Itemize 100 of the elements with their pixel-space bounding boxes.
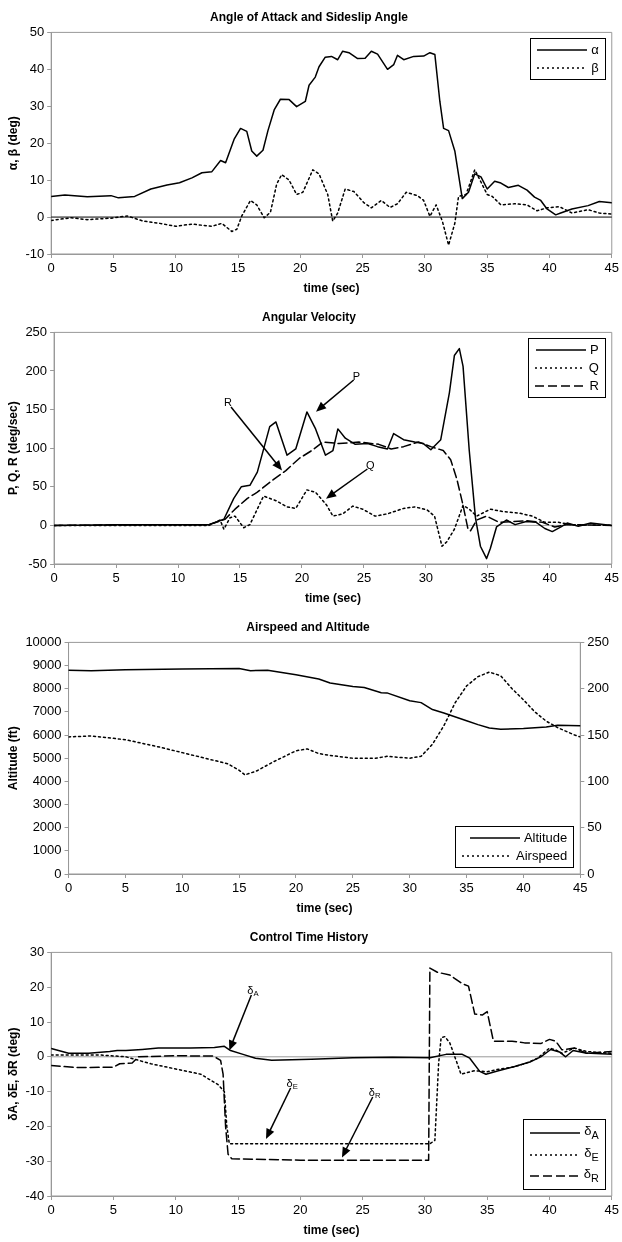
y-tick-label: 20 <box>29 978 45 994</box>
x-tick-label: 40 <box>516 880 531 896</box>
legend-label: δ$_{A}$ <box>584 1122 599 1143</box>
x-tick-label: 40 <box>542 570 558 586</box>
y-tick-label: -30 <box>25 1152 45 1168</box>
x-tick-label: 10 <box>168 1202 183 1218</box>
y-tick-label: 250 <box>25 323 48 339</box>
x-tick-label: 25 <box>355 260 370 276</box>
y-tick-label: 10 <box>29 1013 45 1029</box>
x-tick-label: 35 <box>459 880 474 896</box>
x-tick-label: 30 <box>418 570 434 586</box>
legend-label: δ$_{R}$ <box>583 1165 599 1186</box>
y-tick-label: 50 <box>29 23 45 39</box>
x-tick-label: 5 <box>109 1202 118 1218</box>
y-tick-label: -10 <box>25 1083 45 1099</box>
y2-tick-label: 50 <box>587 819 602 835</box>
y-tick-label: -10 <box>25 245 45 261</box>
x-tick-label: 35 <box>479 1202 495 1218</box>
y-tick-label: 1000 <box>32 842 62 858</box>
y-tick-label: -50 <box>28 555 48 571</box>
y-tick-label: 40 <box>29 60 45 76</box>
x-tick-label: 30 <box>417 260 433 276</box>
x-axis-title: time (sec) <box>303 1223 360 1238</box>
x-tick-label: 20 <box>294 570 310 586</box>
y-tick-label: 30 <box>29 943 45 959</box>
x-tick-label: 5 <box>112 570 120 586</box>
y2-tick-label: 100 <box>587 772 610 788</box>
y-tick-label: 6000 <box>32 726 62 742</box>
chart-title: Angle of Attack and Sideslip Angle <box>210 9 409 24</box>
y-tick-label: 20 <box>29 134 45 150</box>
legend-label: Q <box>588 359 599 378</box>
x-tick-label: 20 <box>288 880 304 896</box>
legend-label: R <box>589 377 599 396</box>
y-tick-label: 0 <box>54 865 62 881</box>
x-tick-label: 15 <box>231 880 247 896</box>
y-tick-label: 8000 <box>32 680 62 696</box>
x-tick-label: 25 <box>355 1202 370 1218</box>
x-tick-label: 25 <box>356 570 372 586</box>
annotation: P <box>352 369 361 382</box>
y-tick-label: -20 <box>25 1117 45 1133</box>
y-tick-label: 100 <box>25 439 48 455</box>
x-tick-label: 25 <box>345 880 361 896</box>
y-tick-label: 10 <box>29 171 45 187</box>
y-axis-title: Altitude (ft) <box>5 726 20 791</box>
chart-title: Airspeed and Altitude <box>246 619 371 634</box>
x-tick-label: 45 <box>573 880 588 896</box>
y-tick-label: 9000 <box>32 657 62 673</box>
x-tick-label: 45 <box>604 1202 619 1218</box>
y-tick-label: 5000 <box>32 749 62 765</box>
x-tick-label: 20 <box>293 260 308 276</box>
x-tick-label: 35 <box>480 570 496 586</box>
y-tick-label: 0 <box>39 516 48 532</box>
x-tick-label: 15 <box>230 1202 246 1218</box>
y2-tick-label: 150 <box>587 726 610 742</box>
y-axis-title: P, Q, R (deg/sec) <box>5 401 20 496</box>
y2-tick-label: 250 <box>587 633 610 649</box>
legend-label: α <box>591 41 599 60</box>
x-tick-label: 20 <box>293 1202 308 1218</box>
x-axis-title: time (sec) <box>303 281 360 296</box>
x-axis-title: time (sec) <box>296 901 353 916</box>
y2-tick-label: 0 <box>587 865 595 881</box>
legend-label: Altitude <box>523 829 568 847</box>
legend-label: β <box>591 59 599 78</box>
y-tick-label: 2000 <box>32 819 62 835</box>
x-tick-label: 15 <box>230 260 246 276</box>
y-tick-label: 0 <box>36 208 45 224</box>
x-axis-title: time (sec) <box>304 591 361 606</box>
y-tick-label: 3000 <box>32 796 62 812</box>
x-tick-label: 10 <box>175 880 190 896</box>
y-tick-label: 4000 <box>32 772 62 788</box>
legend-label: Airspeed <box>516 847 568 865</box>
x-tick-label: 40 <box>542 260 557 276</box>
legend-label: P <box>590 341 599 360</box>
x-tick-label: 30 <box>402 880 417 896</box>
x-tick-label: 5 <box>109 260 118 276</box>
y-tick-label: 0 <box>36 1048 45 1064</box>
x-tick-label: 10 <box>170 570 186 586</box>
x-tick-label: 45 <box>604 260 619 276</box>
chart-title: Angular Velocity <box>261 309 357 324</box>
x-tick-label: 5 <box>121 880 130 896</box>
annotation: R <box>224 396 233 409</box>
y-axis-title: δA, δE, δR (deg) <box>5 1027 20 1121</box>
y-tick-label: 150 <box>25 401 48 417</box>
x-tick-label: 0 <box>64 880 73 896</box>
x-tick-label: 10 <box>168 260 183 276</box>
x-tick-label: 40 <box>542 1202 557 1218</box>
y-tick-label: 7000 <box>32 703 62 719</box>
y-tick-label: 50 <box>32 478 48 494</box>
chart-title: Control Time History <box>249 929 369 944</box>
y-axis-title: α, β (deg) <box>5 116 20 171</box>
y-tick-label: 10000 <box>25 633 62 649</box>
y-tick-label: -40 <box>25 1187 45 1203</box>
x-tick-label: 45 <box>604 570 619 586</box>
y2-tick-label: 200 <box>587 680 610 696</box>
x-tick-label: 35 <box>479 260 495 276</box>
y-tick-label: 200 <box>25 362 48 378</box>
legend-label: δ$_{E}$ <box>584 1143 599 1165</box>
y-tick-label: 30 <box>29 97 45 113</box>
annotation: Q <box>366 459 376 472</box>
x-tick-label: 15 <box>232 570 248 586</box>
